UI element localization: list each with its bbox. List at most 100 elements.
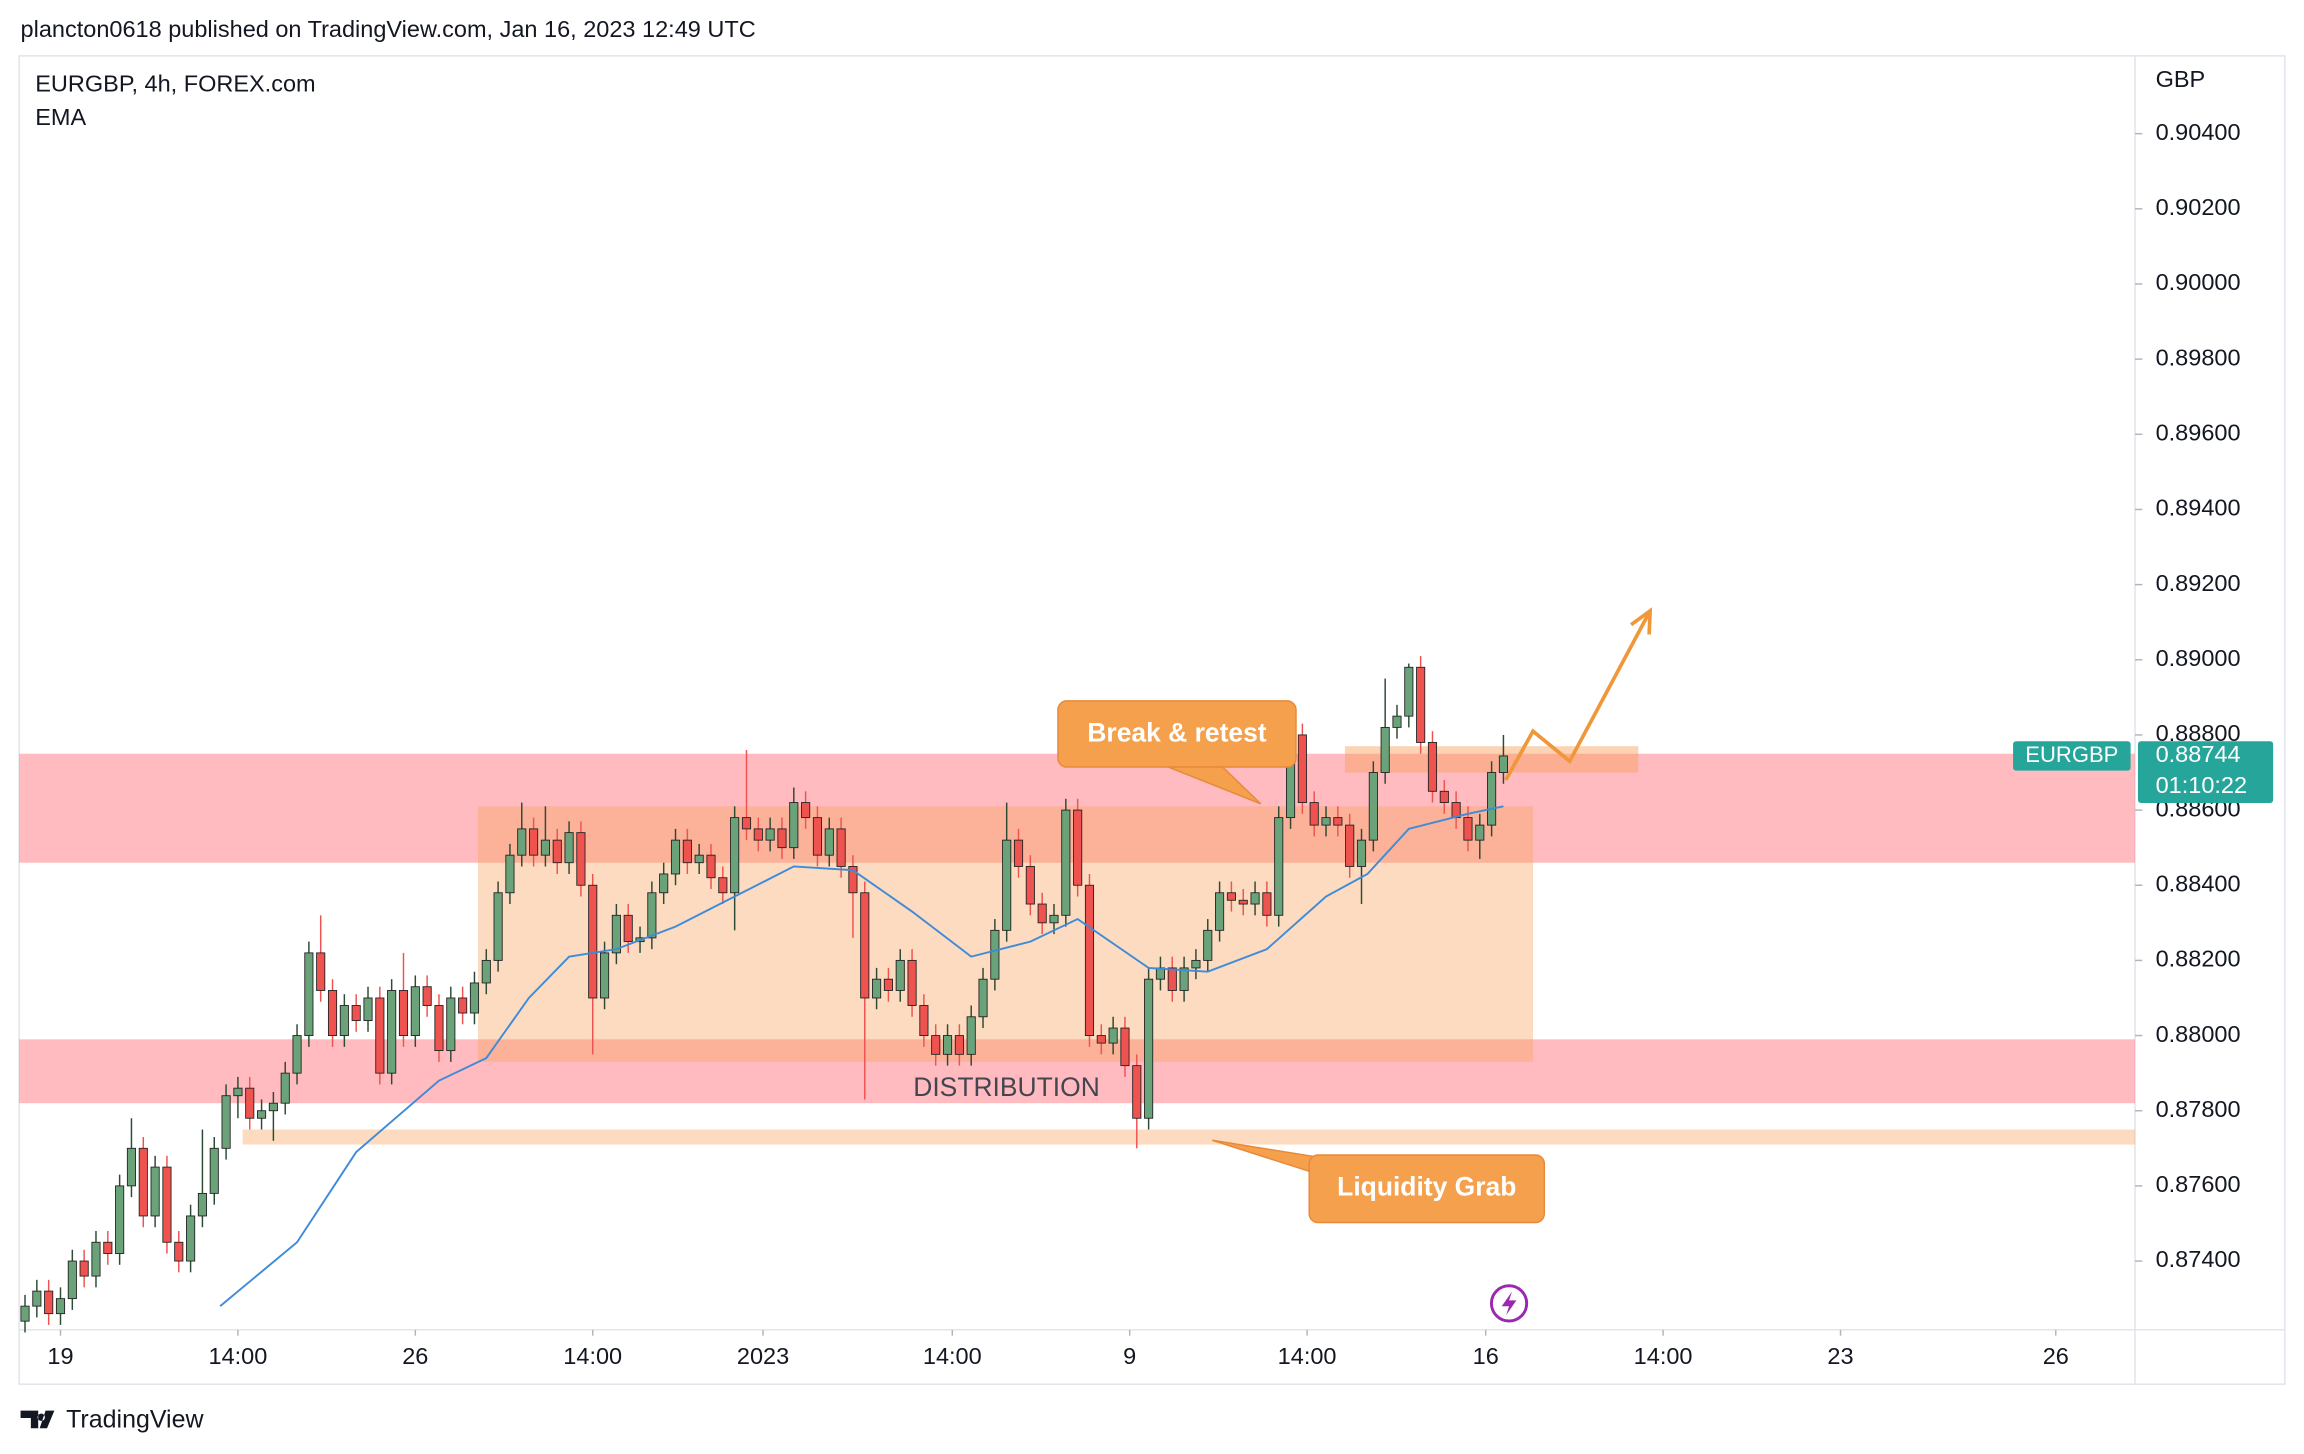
candle-body xyxy=(363,997,373,1021)
candle-body xyxy=(245,1087,255,1119)
x-tick-label: 19 xyxy=(47,1343,73,1369)
candle-body xyxy=(1049,914,1059,924)
footer: TradingView xyxy=(66,1406,204,1434)
candle-body xyxy=(197,1192,207,1217)
candle-body xyxy=(1309,802,1319,826)
candle-body xyxy=(1037,903,1047,924)
candle-body xyxy=(398,990,409,1037)
candle-body xyxy=(730,817,740,894)
candle-body xyxy=(481,959,491,984)
y-tick-label: 0.89600 xyxy=(2156,419,2241,445)
candle-body xyxy=(1463,817,1473,841)
candle-body xyxy=(1179,967,1189,991)
candle-body xyxy=(1345,824,1355,867)
x-tick-label: 14:00 xyxy=(563,1343,622,1369)
candle-body xyxy=(741,817,752,830)
candle-body xyxy=(1404,666,1414,717)
candle-body xyxy=(67,1260,77,1300)
candle-body xyxy=(44,1290,54,1315)
candle-body xyxy=(469,982,480,1014)
candle-body xyxy=(564,832,574,864)
candle-body xyxy=(753,828,763,841)
x-tick-label: 2023 xyxy=(737,1343,789,1369)
candle-body xyxy=(126,1147,137,1187)
candle-body xyxy=(233,1087,243,1097)
candle-body xyxy=(138,1147,148,1217)
candle-body xyxy=(1084,884,1095,1037)
candle-body xyxy=(91,1241,101,1277)
candle-body xyxy=(718,877,728,894)
candle-body xyxy=(931,1035,941,1055)
zone xyxy=(19,1039,2136,1104)
icon-bolt xyxy=(1501,1291,1517,1316)
candle-body xyxy=(55,1298,66,1315)
candle-body xyxy=(375,997,385,1074)
x-tick-label: 23 xyxy=(1827,1343,1853,1369)
candle-body xyxy=(1215,892,1225,931)
candle-body xyxy=(1061,809,1071,916)
candle-body xyxy=(907,959,917,1006)
zone xyxy=(242,1129,2136,1145)
candle-body xyxy=(1475,824,1485,841)
candle-body xyxy=(954,1035,964,1055)
candle-body xyxy=(1439,790,1449,804)
candle-body xyxy=(517,828,527,856)
candle-body xyxy=(824,828,834,856)
callout-box xyxy=(1057,700,1297,768)
candle-body xyxy=(316,952,326,991)
candle-body xyxy=(20,1305,30,1322)
price-tag-countdown: 01:10:22 xyxy=(2156,772,2247,798)
candles xyxy=(20,656,1508,1333)
candle-body xyxy=(588,884,598,999)
candle-body xyxy=(150,1166,160,1217)
lightning-icon xyxy=(1489,1284,1529,1323)
candle-body xyxy=(1262,892,1272,916)
candle-body xyxy=(801,802,811,819)
candle-body xyxy=(1025,866,1035,905)
candle-body xyxy=(919,1005,929,1037)
callout-text: Break & retest xyxy=(1087,718,1266,748)
candle-body xyxy=(339,1005,349,1037)
candle-body xyxy=(103,1241,113,1254)
projection-arrowhead xyxy=(1630,607,1653,635)
candle-body xyxy=(860,892,870,999)
candle-body xyxy=(446,997,456,1052)
candle-body xyxy=(1002,839,1012,931)
x-tick-label: 9 xyxy=(1123,1343,1136,1369)
candle-body xyxy=(174,1241,184,1262)
header: plancton0618 published on TradingView.co… xyxy=(21,16,756,42)
candle-body xyxy=(1226,892,1236,901)
candle-body xyxy=(1073,809,1083,886)
candle-body xyxy=(1274,817,1284,916)
candle-body xyxy=(836,828,846,867)
overlays xyxy=(219,607,1653,1307)
candle-body xyxy=(600,952,610,999)
y-tick-label: 0.89800 xyxy=(2156,344,2241,370)
candle-body xyxy=(895,959,905,991)
candle-body xyxy=(410,986,420,1037)
candle-body xyxy=(990,929,1000,980)
candle-body xyxy=(162,1166,172,1243)
y-tick-label: 0.87600 xyxy=(2156,1171,2241,1197)
candle-body xyxy=(1191,959,1201,969)
price-tag xyxy=(2137,741,2274,803)
logo: TradingView xyxy=(20,1406,204,1434)
candle-body xyxy=(883,978,893,991)
candle-body xyxy=(257,1110,267,1119)
candle-body xyxy=(209,1147,219,1194)
candle-body xyxy=(706,854,716,879)
candle-body xyxy=(32,1290,42,1307)
candle-body xyxy=(1333,817,1343,826)
candle-body xyxy=(576,832,586,886)
candle-body xyxy=(493,892,503,961)
candle-body xyxy=(623,914,633,943)
candle-body xyxy=(1144,978,1154,1119)
x-tick-label: 26 xyxy=(2043,1343,2069,1369)
x-tick-label: 14:00 xyxy=(209,1343,268,1369)
frame xyxy=(18,55,2286,1385)
distribution-label: DISTRIBUTION xyxy=(913,1072,1100,1102)
candle-body xyxy=(268,1102,278,1112)
candle-body xyxy=(872,978,882,999)
candle-body xyxy=(611,914,621,954)
